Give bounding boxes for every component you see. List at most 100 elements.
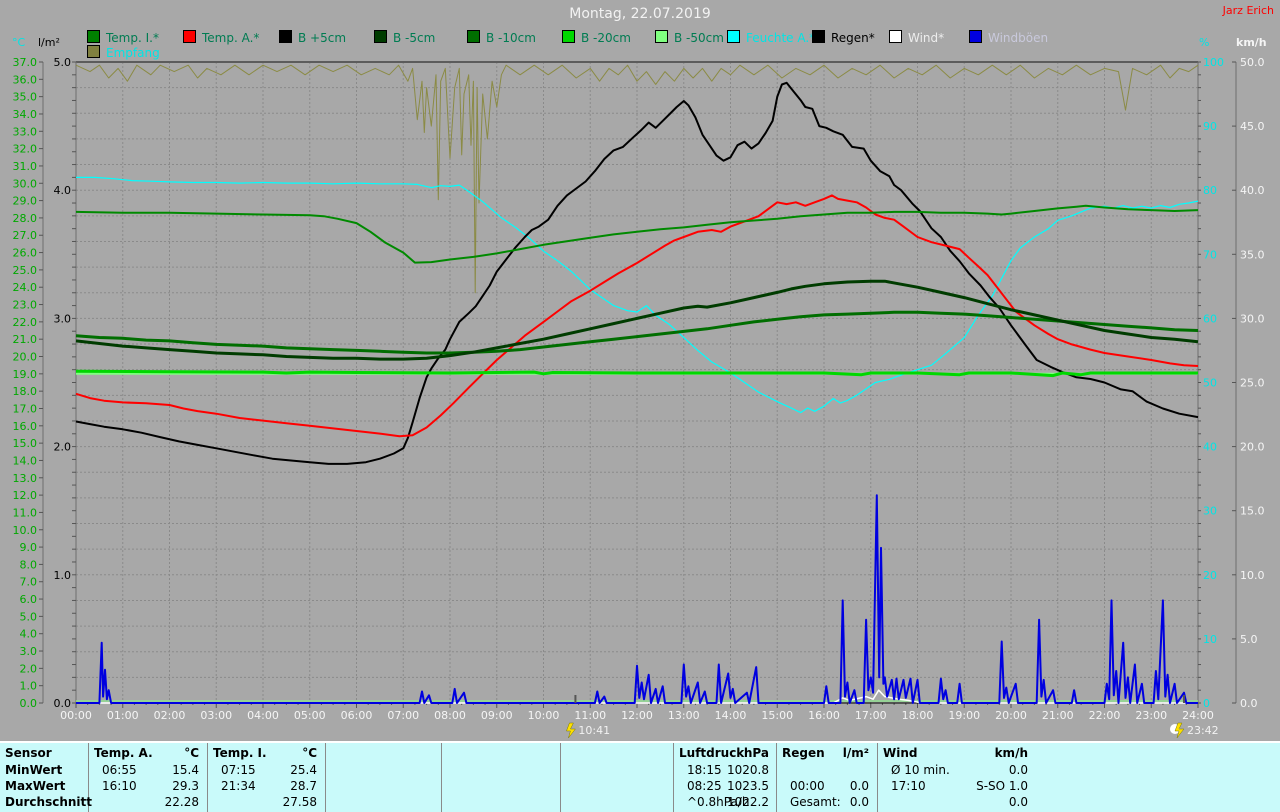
legend-item-b-20cm: B -20cm	[562, 30, 631, 45]
axis-tick-label: 08:00	[434, 709, 466, 722]
axis-tick-label: 11:00	[574, 709, 606, 722]
section-title: Luftdruck	[679, 746, 745, 760]
section-title: Regen	[782, 746, 825, 760]
axis-tick-label: 50.0	[1240, 56, 1265, 69]
table-divider	[877, 743, 878, 812]
axis-tick-label: 5.0	[20, 610, 38, 623]
table-divider	[560, 743, 561, 812]
section-value: 25.4	[290, 763, 317, 777]
series-temp-a-	[75, 194, 1199, 438]
series-b-20cm	[75, 369, 1198, 378]
axis-tick-label: 28.0	[13, 212, 38, 225]
axis-tick-label: 21.0	[13, 333, 38, 346]
section-title: Temp. A.	[94, 746, 153, 760]
axis-tick-label: 01:00	[107, 709, 139, 722]
section-value: 0.0	[1008, 763, 1028, 777]
axis-tick-label: 30.0	[13, 177, 38, 190]
legend-swatch-icon	[467, 30, 480, 43]
axis-tick-label: 20:00	[995, 709, 1027, 722]
axis-tick-label: 60	[1203, 312, 1217, 325]
section-time: 16:10	[102, 779, 137, 793]
legend-swatch-icon	[812, 30, 825, 43]
section-time: 08:25	[687, 779, 722, 793]
legend-swatch-icon	[655, 30, 668, 43]
table-divider	[776, 743, 777, 812]
section-time: 17:10	[891, 779, 926, 793]
axis-tick-label: 22.0	[13, 316, 38, 329]
axis-tick-label: 20.0	[1240, 441, 1265, 454]
axis-tick-label: 07:00	[387, 709, 419, 722]
rain-axis-unit: l/m²	[38, 36, 60, 49]
axis-tick-label: 10:41	[578, 724, 610, 737]
axis-tick-label: 13.0	[13, 472, 38, 485]
axis-tick-label: 10.0	[13, 524, 38, 537]
temp-axis-unit: °C	[12, 36, 26, 49]
axis-tick-label: 24:00	[1182, 709, 1214, 722]
humidity-axis-unit: %	[1199, 36, 1210, 49]
legend-item-b-5cm: B +5cm	[279, 30, 346, 45]
axis-tick-label: 37.0	[13, 56, 38, 69]
axis-tick-label: 2.0	[20, 662, 38, 675]
sun-arrow-icon	[566, 722, 576, 739]
table-divider	[441, 743, 442, 812]
section-time: Ø 10 min.	[891, 763, 950, 777]
axis-tick-label: 100	[1203, 56, 1224, 69]
axis-tick-label: 90	[1203, 120, 1217, 133]
wind-axis-unit: km/h	[1236, 36, 1267, 49]
axis-tick-label: 80	[1203, 184, 1217, 197]
section-unit: °C	[184, 746, 199, 760]
lightning-arrow-icon	[566, 722, 576, 739]
axis-tick-label: 32.0	[13, 143, 38, 156]
axis-tick-label: 14.0	[13, 454, 38, 467]
axis-tick-label: 9.0	[20, 541, 38, 554]
axis-tick-label: 35.0	[1240, 248, 1265, 261]
axis-tick-label: 00:00	[60, 709, 92, 722]
axis-tick-label: 18:00	[902, 709, 934, 722]
section-unit: °C	[302, 746, 317, 760]
legend-item-windb-en: Windböen	[969, 30, 1048, 45]
axis-tick-label: 19.0	[13, 368, 38, 381]
legend-item-regen-: Regen*	[812, 30, 875, 45]
table-divider	[207, 743, 208, 812]
row-label: MinWert	[5, 763, 63, 777]
axis-tick-label: 12:00	[621, 709, 653, 722]
axis-tick-label: 6.0	[20, 593, 38, 606]
axis-tick-label: 17:00	[855, 709, 887, 722]
axis-tick-label: 3.0	[54, 312, 72, 325]
axis-tick-label: 09:00	[481, 709, 513, 722]
axis-tick-label: 02:00	[154, 709, 186, 722]
station-owner: Jarz Erich	[1222, 4, 1274, 17]
section-value: 28.7	[290, 779, 317, 793]
row-label: Sensor	[5, 746, 52, 760]
section-value: 1022.2	[727, 795, 769, 809]
legend-item-temp-i-: Temp. I.*	[87, 30, 159, 45]
axis-tick-label: 50	[1203, 377, 1217, 390]
axis-tick-label: 23:42	[1187, 724, 1219, 737]
axis-tick-label: 12.0	[13, 489, 38, 502]
axis-tick-label: 18.0	[13, 385, 38, 398]
series-b-5cm	[75, 81, 1199, 465]
legend-item-b-10cm: B -10cm	[467, 30, 536, 45]
section-time: 00:00	[790, 779, 825, 793]
axis-tick-label: 27.0	[13, 229, 38, 242]
axis-tick-label: 04:00	[247, 709, 279, 722]
axis-tick-label: 0.0	[20, 697, 38, 710]
axis-tick-label: 03:00	[200, 709, 232, 722]
axis-tick-label: 2.0	[54, 441, 72, 454]
series-b-5cm	[75, 279, 1199, 361]
axis-tick-label: 25.0	[1240, 377, 1265, 390]
section-value: 27.58	[282, 795, 317, 809]
axis-tick-label: 7.0	[20, 576, 38, 589]
section-title: Temp. I.	[213, 746, 267, 760]
axis-tick-label: 4.0	[20, 628, 38, 641]
legend-swatch-icon	[374, 30, 387, 43]
axis-tick-label: 0	[1203, 697, 1210, 710]
table-divider	[88, 743, 89, 812]
axis-tick-label: 29.0	[13, 195, 38, 208]
section-value: 22.28	[164, 795, 199, 809]
axis-tick-label: 0.0	[54, 697, 72, 710]
axis-tick-label: 5.0	[1240, 633, 1258, 646]
section-value: 15.4	[172, 763, 199, 777]
axis-tick-label: 16:00	[808, 709, 840, 722]
section-time: ^0.8hPa/h	[687, 795, 750, 809]
